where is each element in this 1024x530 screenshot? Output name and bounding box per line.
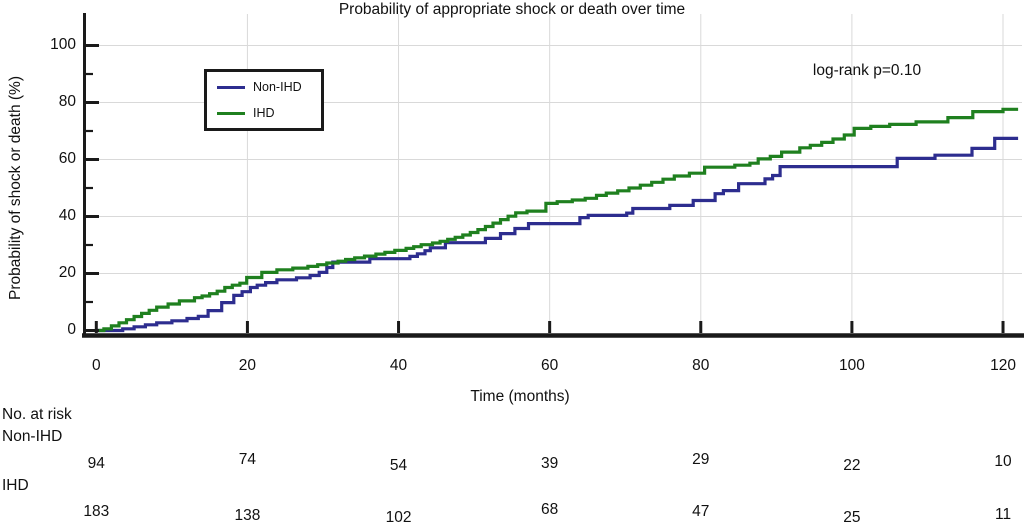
chart-title: Probability of appropriate shock or deat…	[338, 1, 686, 18]
y-tick-label-60: 60	[58, 149, 76, 167]
ihd-line-swatch	[217, 111, 245, 115]
risk-count-ihd-80: 47	[692, 503, 710, 520]
risk-count-non-ihd-80: 29	[692, 451, 710, 468]
risk-count-non-ihd-120: 10	[994, 453, 1012, 470]
risk-row-label-non-ihd: Non-IHD	[2, 428, 63, 445]
risk-table-header: No. at risk	[2, 406, 72, 423]
km-curve-non-ihd	[96, 136, 1019, 333]
y-tick-label-0: 0	[67, 320, 76, 338]
y-tick-label-20: 20	[58, 263, 76, 281]
legend-label-ihd: IHD	[253, 106, 275, 120]
non-ihd-line-swatch	[217, 85, 245, 89]
km-curve-ihd	[96, 107, 1019, 333]
x-tick-label-60: 60	[541, 357, 559, 374]
y-tick-label-80: 80	[58, 92, 76, 110]
x-tick-label-80: 80	[692, 357, 710, 374]
x-tick-label-100: 100	[838, 357, 865, 374]
x-tick-label-0: 0	[91, 357, 101, 374]
risk-count-ihd-20: 138	[234, 507, 261, 524]
y-tick-label-40: 40	[58, 206, 76, 224]
x-tick-label-120: 120	[990, 357, 1016, 374]
risk-row-label-ihd: IHD	[2, 477, 29, 494]
risk-count-non-ihd-100: 22	[843, 457, 861, 474]
legend-label-non-ihd: Non-IHD	[253, 80, 302, 94]
risk-count-ihd-40: 102	[385, 509, 412, 526]
risk-count-non-ihd-0: 94	[87, 455, 105, 472]
risk-count-non-ihd-60: 39	[541, 455, 559, 472]
risk-count-ihd-60: 68	[541, 501, 559, 518]
risk-count-ihd-120: 11	[994, 506, 1012, 523]
legend-box: Non-IHD IHD	[204, 69, 324, 131]
legend-item-ihd: IHD	[217, 106, 321, 120]
x-tick-label-40: 40	[389, 357, 408, 374]
risk-count-ihd-100: 25	[843, 509, 861, 526]
risk-count-non-ihd-40: 54	[389, 457, 408, 474]
y-axis-label: Probability of shock or death (%)	[7, 76, 24, 300]
x-axis-label: Time (months)	[470, 388, 570, 405]
risk-count-non-ihd-20: 74	[238, 451, 257, 468]
legend-item-non-ihd: Non-IHD	[217, 80, 321, 94]
risk-count-ihd-0: 183	[83, 503, 110, 520]
log-rank-annotation: log-rank p=0.10	[812, 62, 922, 79]
x-tick-label-20: 20	[238, 357, 257, 374]
y-tick-label-100: 100	[50, 35, 76, 53]
